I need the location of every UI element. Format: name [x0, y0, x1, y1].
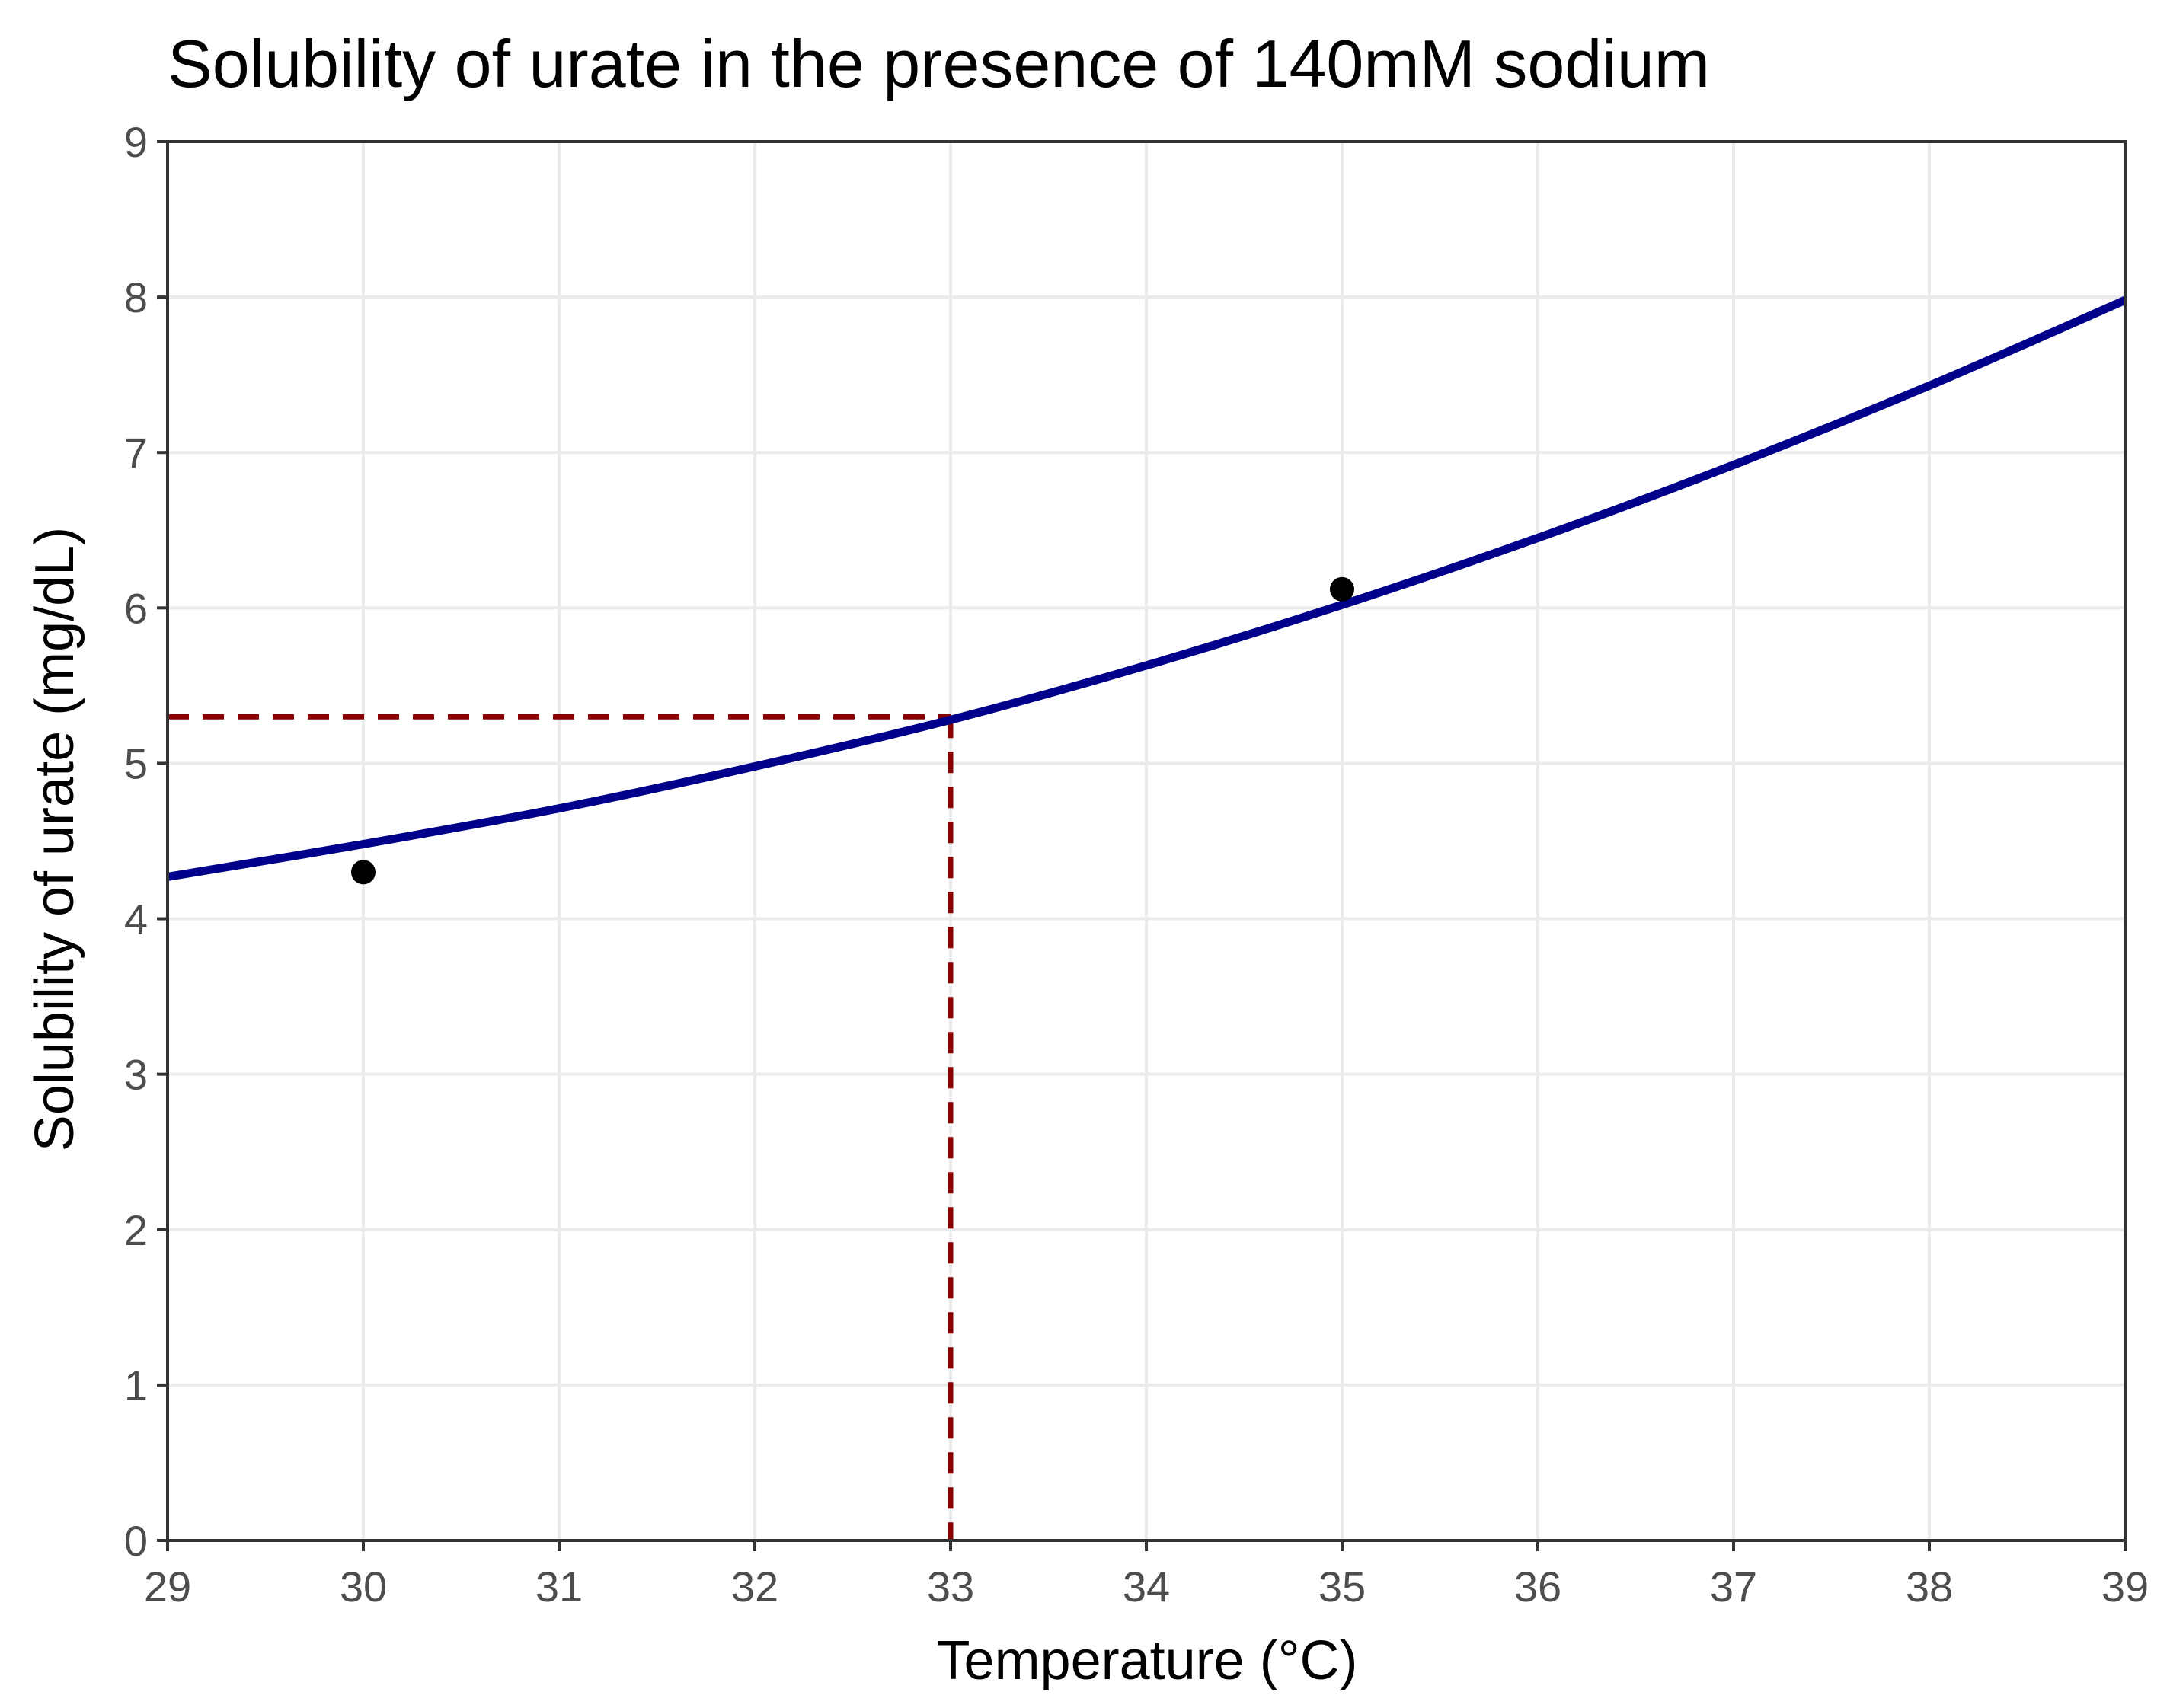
y-tick-label: 2 — [124, 1206, 148, 1254]
x-tick-label: 33 — [927, 1563, 974, 1611]
x-tick-label: 36 — [1514, 1563, 1561, 1611]
y-axis-ticks: 0 1 2 3 4 5 6 7 8 9 — [124, 118, 168, 1565]
y-tick-label: 8 — [124, 273, 148, 321]
x-tick-label: 32 — [731, 1563, 778, 1611]
y-tick-label: 4 — [124, 896, 148, 943]
fitted-curve-layer — [167, 296, 2127, 881]
x-axis-ticks: 29 30 31 32 33 34 35 36 37 38 39 — [144, 1540, 2149, 1611]
x-tick-label: 39 — [2101, 1563, 2149, 1611]
y-tick-label: 5 — [124, 739, 148, 787]
y-tick-label: 6 — [124, 584, 148, 632]
y-axis-title: Solubility of urate (mg/dL) — [24, 527, 85, 1151]
x-tick-label: 37 — [1710, 1563, 1757, 1611]
reference-lines — [168, 714, 954, 1540]
x-axis-title: Temperature (°C) — [937, 1630, 1358, 1691]
x-tick-label: 31 — [535, 1563, 583, 1611]
x-tick-label: 35 — [1318, 1563, 1366, 1611]
chart-title: Solubility of urate in the presence of 1… — [168, 26, 1710, 101]
x-tick-label: 38 — [1906, 1563, 1953, 1611]
x-tick-label: 30 — [340, 1563, 387, 1611]
data-point — [351, 860, 376, 885]
x-tick-label: 29 — [144, 1563, 191, 1611]
fitted-curve — [167, 296, 2127, 881]
data-point — [1330, 576, 1354, 602]
y-tick-label: 3 — [124, 1051, 148, 1099]
x-tick-label: 34 — [1123, 1563, 1170, 1611]
y-tick-label: 7 — [124, 429, 148, 477]
y-tick-label: 1 — [124, 1362, 148, 1409]
data-points — [351, 576, 1354, 885]
y-tick-label: 9 — [124, 118, 148, 166]
y-tick-label: 0 — [124, 1517, 148, 1565]
